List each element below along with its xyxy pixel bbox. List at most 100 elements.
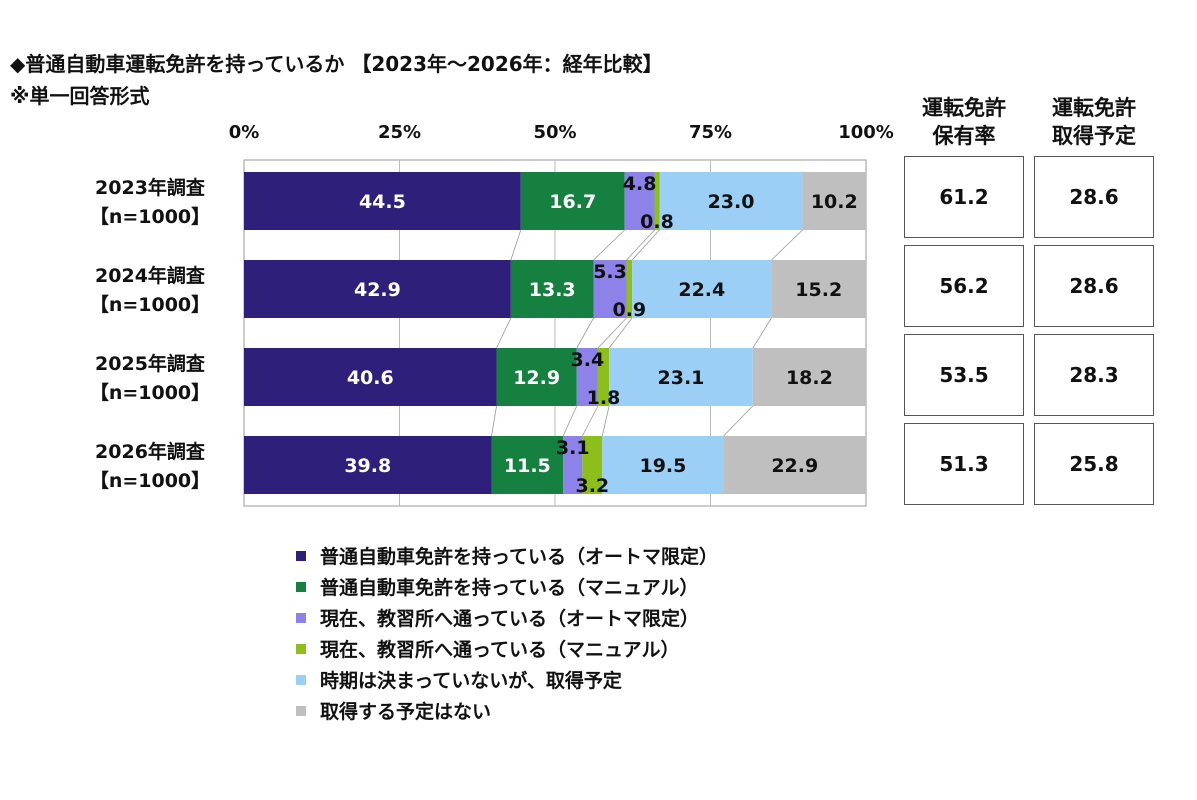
legend-swatch [296, 674, 306, 685]
data-label: 19.5 [639, 455, 686, 477]
legend-swatch [296, 612, 306, 623]
bar-segment [771, 260, 866, 318]
data-label: 22.4 [678, 279, 725, 301]
connector-line [562, 405, 578, 437]
data-label: 3.1 [556, 437, 590, 459]
table-header-line: 保有率 [932, 124, 996, 148]
data-label: 3.2 [575, 475, 609, 497]
legend-label: 普通自動車免許を持っている（オートマ限定） [320, 546, 719, 568]
legend-label: 時期は決まっていないが、取得予定 [320, 670, 622, 692]
bar-segment [510, 260, 594, 318]
connector-line [626, 229, 655, 261]
table-cell-ownership: 51.3 [904, 423, 1024, 505]
x-tick-label: 0% [229, 122, 260, 143]
connector-line [723, 405, 754, 437]
data-label: 40.6 [347, 367, 394, 389]
connector-line [597, 317, 627, 349]
category-label: 2024年調査 [95, 264, 206, 287]
category-label: 2026年調査 [95, 440, 206, 463]
connector-line [510, 229, 522, 261]
bar-segment [563, 436, 583, 494]
table-cell-ownership: 53.5 [904, 334, 1024, 416]
category-sublabel: 【n=1000】 [90, 293, 210, 316]
data-label: 42.9 [354, 279, 401, 301]
data-label: 39.8 [344, 455, 391, 477]
data-label: 15.2 [795, 279, 842, 301]
legend-label: 現在、教習所へ通っている（マニュアル） [320, 639, 680, 661]
table-cell-planned: 25.8 [1034, 423, 1154, 505]
data-label: 5.3 [593, 261, 627, 283]
data-label: 44.5 [359, 191, 406, 213]
table-cell-planned: 28.3 [1034, 334, 1154, 416]
legend-swatch [296, 550, 306, 561]
category-sublabel: 【n=1000】 [90, 381, 210, 404]
connector-line [771, 229, 803, 261]
x-tick-label: 25% [378, 122, 421, 143]
connector-line [601, 405, 610, 437]
x-tick-label: 50% [533, 122, 576, 143]
bar-segment [244, 260, 511, 318]
data-label: 1.8 [587, 387, 621, 409]
data-label: 13.3 [529, 279, 576, 301]
bar-segment [723, 436, 866, 494]
chart-title: ◆普通自動車運転免許を持っているか 【2023年～2026年：経年比較】 [10, 52, 663, 76]
connector-line [631, 229, 660, 261]
bar-segment [659, 172, 803, 230]
bar-segment [609, 348, 753, 406]
bar-segment [654, 172, 660, 230]
legend-swatch [296, 643, 306, 654]
connector-line [593, 229, 625, 261]
data-label: 12.9 [513, 367, 560, 389]
legend-label: 普通自動車免許を持っている（マニュアル） [320, 577, 699, 599]
connector-line [608, 317, 633, 349]
x-tick-label: 100% [838, 122, 894, 143]
table-cell-ownership: 61.2 [904, 156, 1024, 238]
data-label: 22.9 [771, 455, 818, 477]
legend-label: 取得する予定はない [320, 701, 492, 723]
legend-item: 取得する予定はない [296, 695, 718, 726]
chart-note: ※単一回答形式 [10, 84, 150, 108]
table-header-line: 運転免許 [1052, 96, 1136, 120]
connector-line [496, 317, 512, 349]
bar-segment [576, 348, 598, 406]
bar-segment [582, 436, 603, 494]
bar-segment [593, 260, 627, 318]
legend-item: 普通自動車免許を持っている（マニュアル） [296, 571, 718, 602]
bar-segment [624, 172, 655, 230]
connector-line [491, 405, 497, 437]
category-label: 2023年調査 [95, 176, 206, 199]
connector-line [582, 405, 599, 437]
bar-segment [802, 172, 866, 230]
legend-swatch [296, 705, 306, 716]
legend-item: 現在、教習所へ通っている（マニュアル） [296, 633, 718, 664]
data-label: 23.1 [658, 367, 705, 389]
legend-item: 現在、教習所へ通っている（オートマ限定） [296, 602, 718, 633]
data-label: 0.8 [640, 211, 674, 233]
table-header-ownership: 運転免許 保有率 [904, 94, 1024, 150]
data-label: 0.9 [612, 299, 646, 321]
data-label: 10.2 [811, 191, 858, 213]
data-label: 11.5 [504, 455, 551, 477]
category-sublabel: 【n=1000】 [90, 469, 210, 492]
chart-legend: 普通自動車免許を持っている（オートマ限定） 普通自動車免許を持っている（マニュアル… [296, 540, 718, 726]
bar-segment [244, 348, 497, 406]
bar-segment [626, 260, 633, 318]
table-header-planned: 運転免許 取得予定 [1034, 94, 1154, 150]
data-label: 18.2 [786, 367, 833, 389]
data-label: 3.4 [571, 349, 605, 371]
bar-segment [602, 436, 724, 494]
category-sublabel: 【n=1000】 [90, 205, 210, 228]
bar-segment [597, 348, 610, 406]
legend-item: 普通自動車免許を持っている（オートマ限定） [296, 540, 718, 571]
bar-segment [520, 172, 625, 230]
legend-swatch [296, 581, 306, 592]
table-cell-planned: 28.6 [1034, 156, 1154, 238]
connector-line [752, 317, 772, 349]
bar-segment [491, 436, 564, 494]
bar-segment [752, 348, 866, 406]
x-tick-label: 75% [689, 122, 732, 143]
data-label: 16.7 [549, 191, 596, 213]
connector-line [576, 317, 594, 349]
bar-segment [496, 348, 577, 406]
